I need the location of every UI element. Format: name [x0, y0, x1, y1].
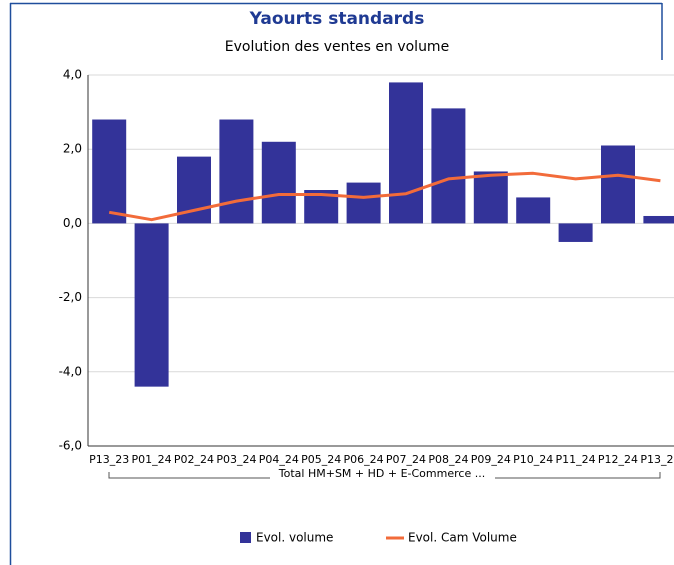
y-tick-label: 0,0 [63, 216, 82, 230]
x-tick-label: P11_24 [556, 453, 596, 466]
bar [134, 223, 169, 387]
x-tick-label: P06_24 [344, 453, 384, 466]
bar [219, 119, 254, 224]
x-tick-label: P12_24 [598, 453, 638, 466]
x-tick-label: P01_24 [132, 453, 172, 466]
bar [516, 197, 551, 224]
x-tick-label: P13_24 [640, 453, 674, 466]
x-tick-label: P09_24 [471, 453, 511, 466]
group-label: Total HM+SM + HD + E-Commerce ... [278, 467, 485, 480]
x-tick-label: P13_23 [89, 453, 129, 466]
y-tick-label: -4,0 [59, 364, 82, 378]
legend-label: Evol. Cam Volume [408, 531, 517, 545]
bar [92, 119, 127, 224]
bar [346, 182, 381, 224]
x-tick-label: P10_24 [513, 453, 553, 466]
y-tick-label: 4,0 [63, 68, 82, 82]
chart-title: Yaourts standards [249, 9, 425, 29]
x-tick-label: P07_24 [386, 453, 426, 466]
y-tick-label: 2,0 [63, 142, 82, 156]
bar [389, 82, 423, 224]
chart-subtitle: Evolution des ventes en volume [225, 39, 449, 55]
bar [601, 145, 635, 224]
legend-swatch [240, 532, 251, 543]
x-tick-label: P05_24 [301, 453, 341, 466]
x-tick-label: P08_24 [428, 453, 468, 466]
bar [473, 171, 508, 224]
y-tick-label: -6,0 [59, 439, 82, 453]
x-tick-label: P03_24 [216, 453, 256, 466]
bar [431, 108, 466, 224]
bar [261, 141, 296, 224]
x-tick-label: P02_24 [174, 453, 214, 466]
legend-label: Evol. volume [256, 531, 333, 545]
bar [558, 223, 593, 242]
line [108, 171, 661, 222]
x-tick-label: P04_24 [259, 453, 299, 466]
y-tick-label: -2,0 [59, 290, 82, 304]
bar [643, 215, 674, 224]
group-bracket [108, 472, 661, 479]
